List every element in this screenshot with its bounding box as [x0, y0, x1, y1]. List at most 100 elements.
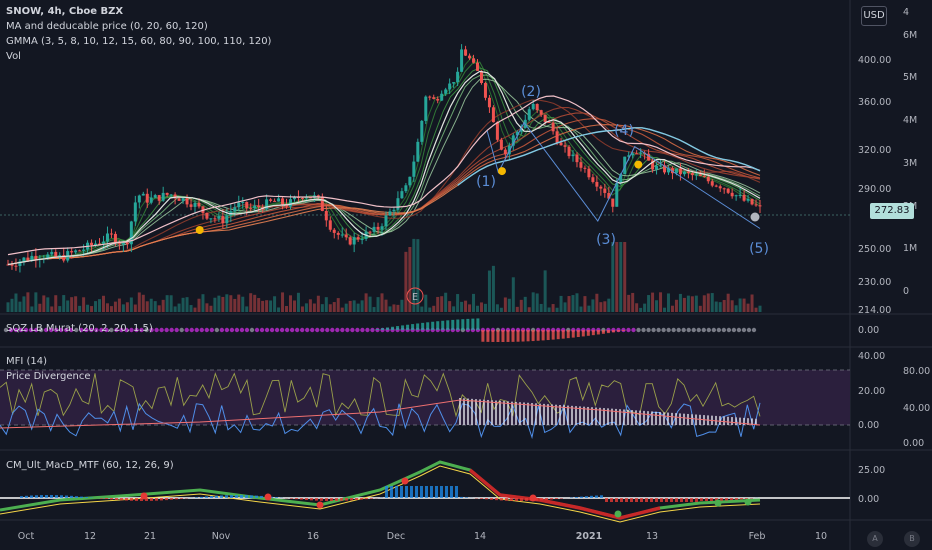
sqz-dot: [249, 327, 255, 333]
candle-body: [575, 154, 579, 163]
gmma-indicator-label[interactable]: GMMA (3, 5, 8, 10, 12, 15, 60, 80, 90, 1…: [6, 36, 272, 47]
volume-bar: [527, 307, 531, 312]
candle-body: [320, 196, 324, 211]
mfi-pane-label[interactable]: MFI (14): [6, 356, 48, 367]
macd-histogram-bar: [670, 498, 673, 502]
sqz-dot: [54, 327, 59, 333]
volume-bar: [177, 303, 181, 312]
macd-histogram-bar: [230, 495, 233, 498]
volume-bar: [531, 292, 535, 312]
candle-body: [487, 97, 491, 108]
macd-pane-label[interactable]: CM_Ult_MacD_MTF (60, 12, 26, 9): [6, 460, 174, 471]
candle-body: [647, 153, 651, 161]
sqz-histogram-bar: [391, 326, 395, 330]
symbol-title[interactable]: SNOW, 4h, Cboe BZX: [6, 6, 124, 17]
volume-bar: [26, 292, 30, 312]
macd-histogram-bar: [450, 486, 453, 498]
sqz-dot: [114, 327, 119, 333]
volume-bar: [257, 298, 261, 312]
sqz-pane-label[interactable]: SQZ LB Murat (20, 2, 20, 1.5): [6, 323, 153, 334]
volume-bar: [269, 300, 273, 312]
divergence-pane-label[interactable]: Price Divergence: [6, 371, 91, 382]
volume-bar: [754, 307, 758, 312]
candle-body: [348, 237, 352, 245]
candle-body: [551, 122, 555, 132]
sqz-dot: [234, 327, 240, 333]
sqz-dot: [661, 327, 666, 333]
candle-body: [269, 199, 273, 201]
elliott-wave-line: [486, 121, 761, 229]
axes: 400.00360.00320.00290.00250.00230.00214.…: [18, 7, 930, 542]
candle-body: [698, 174, 702, 176]
candle-body: [758, 205, 762, 207]
sqz-dot: [289, 327, 295, 333]
candle-body: [627, 155, 631, 157]
log-scale-button[interactable]: B: [904, 531, 920, 547]
volume-bar: [352, 300, 356, 312]
macd-histogram-bar: [170, 498, 173, 500]
candle-body: [328, 220, 332, 230]
volume-bar: [70, 297, 74, 312]
candle-body: [694, 174, 698, 176]
macd-histogram-bar: [435, 486, 438, 498]
volume-indicator-label[interactable]: Vol: [6, 51, 21, 62]
macd-histogram-bar: [315, 498, 318, 501]
sqz-histogram-bar: [586, 330, 590, 336]
volume-bars: [6, 238, 762, 312]
macd-cross-dot: [744, 498, 752, 506]
candle-body: [726, 188, 730, 193]
candle-body: [543, 114, 547, 122]
macd-histogram-bar: [370, 498, 373, 499]
candle-body: [30, 255, 34, 261]
sqz-dot: [279, 327, 285, 333]
sqz-dot: [269, 327, 275, 333]
volume-bar: [316, 295, 320, 312]
auto-scale-button[interactable]: A: [867, 531, 883, 547]
volume-bar: [408, 247, 412, 312]
time-tick-label: 14: [474, 531, 486, 542]
sqz-dot: [355, 327, 360, 333]
volume-bar: [153, 301, 157, 312]
sqz-dot: [184, 327, 189, 333]
sqz-histogram-bar: [571, 330, 575, 338]
price-tick-label: 400.00: [858, 55, 891, 66]
currency-button[interactable]: USD: [861, 6, 887, 26]
volume-bar: [651, 292, 655, 312]
candle-body: [452, 82, 456, 84]
sqz-dot: [330, 327, 335, 333]
sqz-histogram-bar: [606, 330, 610, 334]
volume-bar: [750, 294, 754, 312]
sqz-dot: [676, 327, 681, 333]
sqz-dot: [179, 327, 184, 333]
candle-body: [619, 174, 623, 183]
volume-bar: [623, 242, 627, 312]
volume-bar: [631, 292, 635, 312]
sqz-histogram-bar: [491, 330, 495, 342]
macd-histogram-bar: [580, 496, 583, 498]
macd-histogram-bar: [550, 498, 553, 500]
macd-histogram-bar: [165, 498, 168, 501]
sqz-histogram-bar: [446, 320, 450, 330]
macd-histogram-bar: [55, 495, 58, 498]
candle-body: [440, 93, 444, 101]
volume-bar: [663, 307, 667, 312]
volume-bar: [424, 294, 428, 312]
sqz-histogram-bar: [496, 330, 500, 342]
volume-bar: [491, 265, 495, 312]
ma-indicator-label[interactable]: MA and deducable price (0, 20, 60, 120): [6, 21, 208, 32]
candle-body: [456, 71, 460, 83]
volume-bar: [74, 296, 78, 312]
volume-bar: [615, 242, 619, 312]
macd-histogram-bar: [585, 496, 588, 498]
candle-body: [734, 195, 738, 197]
volume-bar: [197, 298, 201, 312]
macd-histogram-bar: [655, 498, 658, 502]
sqz-histogram-bar: [431, 321, 435, 330]
sqz-histogram-bar: [561, 330, 565, 339]
macd-histogram-bar: [595, 495, 598, 498]
macd-cross-dot: [264, 493, 272, 501]
macd-histogram-bar: [630, 498, 633, 502]
macd-histogram-bar: [135, 498, 138, 501]
volume-bar: [169, 295, 173, 312]
